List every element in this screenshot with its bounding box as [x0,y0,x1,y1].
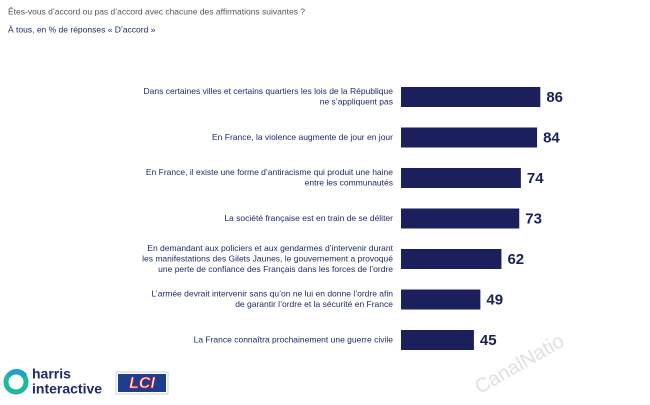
value-label: 86 [546,89,563,106]
category-label: ne s’appliquent pas [320,97,393,107]
category-label: En demandant aux policiers et aux gendar… [147,243,393,253]
value-label: 74 [527,170,544,187]
category-label: En France, la violence augmente de jour … [212,132,393,142]
lci-inner [118,374,166,392]
category-label: les manifestations des Gilets Jaunes, le… [142,253,393,263]
harris-icon-arc [7,368,28,378]
bar [401,87,541,107]
lci-text: LCI [129,375,155,392]
harris-text: interactive [32,381,102,397]
chart-title: Êtes-vous d’accord ou pas d’accord avec … [8,6,305,16]
chart-subtitle: À tous, en % de réponses « D’accord » [8,24,156,34]
value-label: 62 [507,251,524,268]
category-label: La France connaîtra prochainement une gu… [194,334,394,344]
category-label: La société française est en train de se … [224,213,393,223]
value-label: 84 [543,129,560,146]
category-label: entre les communautés [305,178,393,188]
harris-logo: harris interactive [3,366,102,397]
value-label: 73 [525,210,542,227]
bar [401,289,481,310]
category-label: Dans certaines villes et certains quarti… [144,86,394,96]
value-label: 49 [486,291,503,308]
harris-text: harris [32,366,71,382]
value-label: 45 [480,332,497,349]
category-label: de garantir l’ordre et la sécurité en Fr… [235,299,393,309]
bar [401,127,538,148]
lci-logo: LCI [115,371,169,395]
bar [401,249,502,269]
category-label: une perte de confiance des Français dans… [158,264,393,274]
category-label: En France, il existe une forme d’antirac… [146,167,393,177]
bar [401,168,521,188]
bar [401,330,474,350]
bar [401,208,520,229]
category-label: L’armée devrait intervenir sans qu’on ne… [152,289,394,299]
